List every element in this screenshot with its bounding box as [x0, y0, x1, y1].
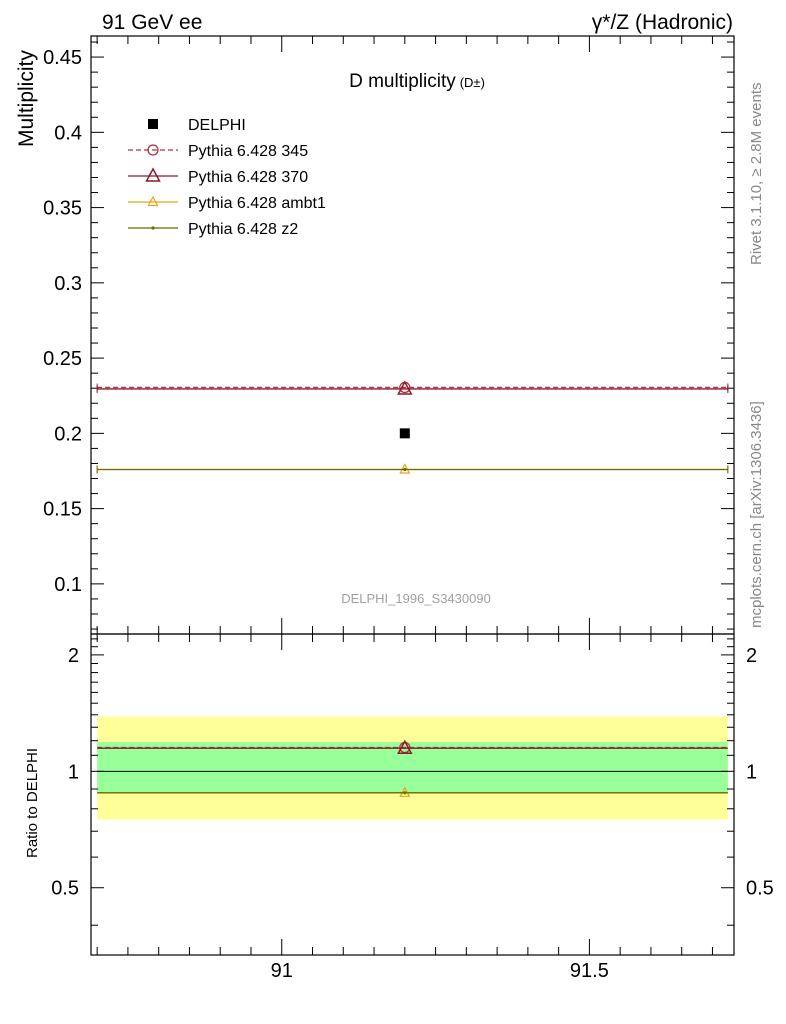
rivet-label: Rivet 3.1.10, ≥ 2.8M events	[748, 83, 765, 266]
mcplots-label: mcplots.cern.ch [arXiv:1306.3436]	[748, 401, 765, 628]
plot-title-main: D multiplicity	[349, 71, 456, 92]
ratio-ticks: 0.5 0.5 1 1 2 2	[51, 634, 774, 955]
ratio-series-marker	[397, 739, 413, 754]
ratio-series-marker	[403, 791, 407, 795]
y-tick-label: 0.4	[54, 122, 82, 144]
x-tick-label: 91	[271, 960, 293, 982]
legend-label: Pythia 6.428 370	[188, 169, 308, 186]
x-tick-labels: 91 91.5	[271, 960, 609, 982]
ratio-bands	[97, 716, 728, 820]
plot-title: D multiplicity (D±)	[349, 71, 485, 92]
legend-label: DELPHI	[188, 117, 246, 134]
series-marker	[403, 467, 407, 472]
legend-marker	[151, 226, 155, 230]
plot-title-suffix: (D±)	[460, 75, 485, 90]
y-tick-label: 0.35	[43, 198, 82, 220]
legend-marker	[147, 144, 159, 156]
legend-marker	[145, 167, 161, 182]
ratio-y-tick-label-right: 0.5	[746, 878, 774, 900]
series-marker	[397, 380, 413, 395]
legend-marker	[147, 195, 159, 207]
ratio-y-tick-label-right: 1	[746, 761, 757, 783]
ratio-y-tick-label: 1	[68, 761, 79, 783]
legend-marker	[148, 119, 158, 129]
y-tick-label: 0.45	[43, 47, 82, 69]
y-tick-label: 0.15	[43, 499, 82, 521]
x-tick-label: 91.5	[570, 960, 609, 982]
y-tick-label: 0.3	[54, 273, 82, 295]
ratio-y-axis-label: Ratio to DELPHI	[24, 748, 41, 858]
main-panel: Multiplicity D multiplicity (D±) DELPHI_1…	[15, 35, 735, 635]
y-axis-label: Multiplicity	[15, 50, 38, 147]
ratio-y-tick-label: 0.5	[51, 878, 79, 900]
ratio-frame	[90, 633, 735, 956]
header-right: γ*/Z (Hadronic)	[592, 11, 733, 34]
legend-label: Pythia 6.428 ambt1	[188, 195, 326, 212]
y-tick-label: 0.25	[43, 348, 82, 370]
y-tick-label: 0.1	[54, 574, 82, 596]
ratio-marks	[97, 739, 728, 797]
ratio-band	[97, 742, 728, 793]
legend-label: Pythia 6.428 z2	[188, 221, 298, 238]
main-marks	[96, 380, 729, 474]
y-tick-label: 0.2	[54, 423, 82, 445]
ratio-y-tick-label-right: 2	[746, 645, 757, 667]
header-left: 91 GeV ee	[102, 11, 202, 34]
series-marker	[399, 463, 411, 474]
ratio-panel: 0.5 0.5 1 1 2 2 Ratio to DELPHI	[24, 633, 774, 956]
data-point	[399, 428, 410, 439]
legend: DELPHI Pythia 6.428 345 Pythia 6.428 370 Py…	[128, 117, 326, 238]
ratio-y-tick-label: 2	[68, 645, 79, 667]
legend-label: Pythia 6.428 345	[188, 143, 308, 160]
main-ticks: 0.1 0.15 0.2 0.25 0.3 0.35 0.4 0.45	[43, 36, 734, 634]
analysis-watermark: DELPHI_1996_S3430090	[341, 591, 491, 606]
ratio-series-marker	[399, 786, 411, 797]
